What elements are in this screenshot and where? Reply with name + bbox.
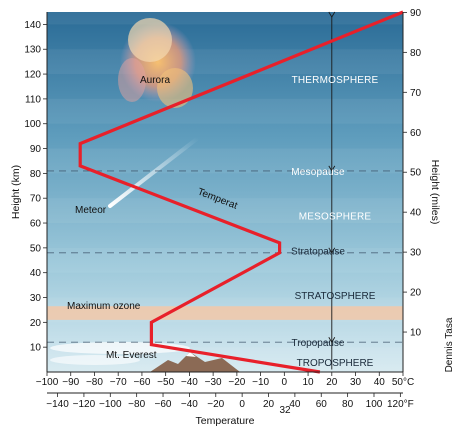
left-tick-label: 140 (24, 20, 41, 31)
celsius-tick-label: −20 (228, 377, 245, 388)
sky-band (47, 98, 403, 124)
celsius-tick-label: 20 (326, 377, 338, 388)
celsius-tick-label: 10 (303, 377, 315, 388)
celsius-tick-label: −60 (133, 377, 150, 388)
left-tick-label: 40 (30, 268, 42, 279)
celsius-tick-label: −90 (62, 377, 79, 388)
right-tick-label: 20 (410, 288, 422, 299)
layer-label: STRATOSPHERE (295, 291, 376, 302)
x-axis-title: Temperature (196, 415, 255, 427)
fahrenheit-tick-label: −20 (207, 399, 224, 410)
fahrenheit-tick-label: −60 (155, 399, 172, 410)
temperature-curve (78, 10, 404, 374)
sky-band (47, 49, 403, 75)
right-tick-label: 10 (410, 328, 422, 339)
celsius-tick-label: −40 (181, 377, 198, 388)
fahrenheit-tick-label: −80 (128, 399, 145, 410)
photo-credit: Dennis Tasa (444, 317, 455, 372)
left-tick-label: 90 (30, 144, 42, 155)
left-tick-label: 20 (30, 318, 42, 329)
layer-labels: THERMOSPHERE Mesopause MESOSPHERE Stratopau… (291, 75, 379, 369)
aurora-image (118, 18, 196, 108)
meteor-label: Meteor (75, 205, 107, 216)
fahrenheit-32-marker: 32 (279, 405, 291, 416)
everest-label: Mt. Everest (106, 350, 157, 361)
left-tick-label: 100 (24, 119, 41, 130)
celsius-tick-label: −80 (86, 377, 103, 388)
right-tick-label: 50 (410, 168, 422, 179)
celsius-tick-label: 30 (350, 377, 362, 388)
sky-band (47, 247, 403, 273)
celsius-tick-label: −70 (110, 377, 127, 388)
fahrenheit-tick-label: −40 (181, 399, 198, 410)
arrow-head (328, 11, 336, 18)
celsius-tick-label: 0 (282, 377, 288, 388)
layer-label: THERMOSPHERE (292, 75, 379, 86)
celsius-tick-label: −100 (36, 377, 59, 388)
fahrenheit-tick-label: 20 (263, 399, 275, 410)
sky-band (47, 198, 403, 224)
right-axis-ticks: 10 20 30 40 50 60 70 80 90 (403, 8, 422, 339)
fahrenheit-tick-label: 100 (366, 399, 383, 410)
ozone-label: Maximum ozone (67, 301, 141, 312)
aurora-label: Aurora (140, 75, 170, 86)
left-tick-label: 130 (24, 45, 41, 56)
fahrenheit-tick-label: 60 (316, 399, 328, 410)
celsius-tick-label: −50 (157, 377, 174, 388)
celsius-ticks: −100 −90 −80 −70 −60 −50 −40 −30 −20 −10 0 10 20 30 40… (36, 372, 414, 388)
fahrenheit-tick-label: 0 (239, 399, 245, 410)
right-tick-label: 80 (410, 48, 422, 59)
layer-label: Mesopause (291, 167, 345, 178)
celsius-tick-label: 40 (374, 377, 386, 388)
left-axis-ticks: 10 20 30 40 50 60 70 80 90 100 110 120 130 140 (24, 20, 47, 354)
right-tick-label: 40 (410, 208, 422, 219)
left-tick-label: 110 (25, 94, 41, 105)
celsius-tick-label: 50°C (392, 377, 414, 388)
celsius-tick-label: −30 (205, 377, 222, 388)
left-axis-title: Height (km) (10, 165, 22, 219)
arrow-head (328, 247, 336, 254)
height-arrow (328, 11, 336, 370)
right-tick-label: 60 (410, 128, 422, 139)
meteor-streak (108, 136, 200, 208)
right-tick-label: 30 (410, 248, 422, 259)
fahrenheit-tick-label: 120°F (387, 399, 414, 410)
layer-label: TROPOSPHERE (297, 358, 374, 369)
left-tick-label: 80 (30, 169, 42, 180)
left-tick-label: 10 (30, 343, 42, 354)
celsius-tick-label: −10 (252, 377, 269, 388)
left-tick-label: 30 (30, 293, 42, 304)
right-tick-label: 90 (410, 8, 422, 19)
sky-band (47, 148, 403, 174)
left-tick-label: 60 (30, 219, 42, 230)
left-tick-label: 50 (30, 243, 42, 254)
fahrenheit-tick-label: −120 (73, 399, 96, 410)
layer-label: Tropopause (292, 338, 345, 349)
fahrenheit-tick-label: 40 (289, 399, 301, 410)
sky-band (47, 0, 403, 25)
arrow-head (328, 336, 336, 344)
left-tick-label: 70 (30, 194, 42, 205)
fahrenheit-tick-label: 80 (342, 399, 354, 410)
arrow-head (328, 165, 336, 172)
left-tick-label: 120 (24, 70, 41, 81)
fahrenheit-tick-label: −100 (99, 399, 122, 410)
layer-label: Stratopause (291, 246, 345, 257)
ozone-band (47, 306, 403, 320)
layer-label: MESOSPHERE (299, 212, 372, 223)
layer-bands (47, 0, 403, 372)
right-axis-title: Height (miles) (429, 160, 441, 225)
fahrenheit-tick-label: −140 (46, 399, 69, 410)
right-tick-label: 70 (410, 88, 422, 99)
fahrenheit-ticks: −140 −120 −100 −80 −60 −40 −20 0 20 40 60 80 100 120°… (46, 393, 414, 410)
